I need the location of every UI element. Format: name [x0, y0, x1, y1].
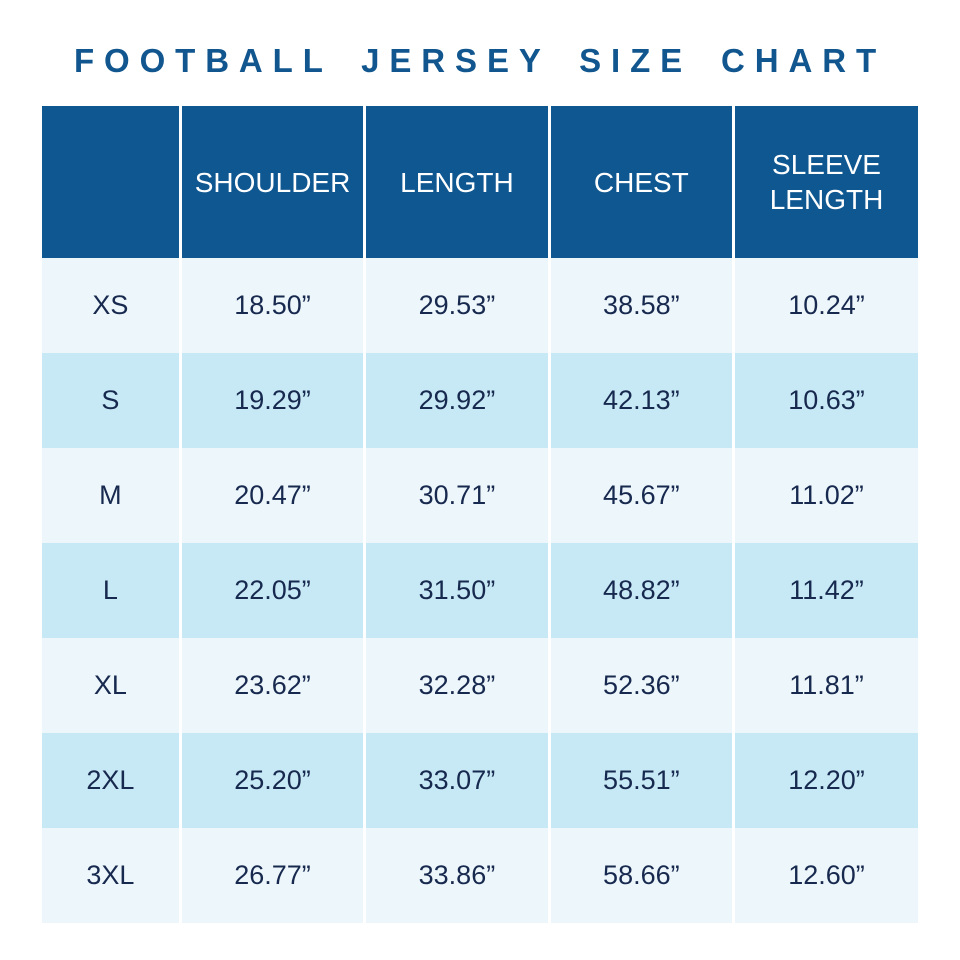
measurement-cell: 30.71” [363, 448, 550, 543]
measurement-cell: 29.92” [363, 353, 550, 448]
table-row: XS 18.50” 29.53” 38.58” 10.24” [42, 258, 918, 353]
measurement-cell: 55.51” [547, 733, 734, 828]
measurement-cell: 33.07” [363, 733, 550, 828]
measurement-cell: 10.63” [732, 353, 918, 448]
measurement-cell: 11.02” [732, 448, 918, 543]
size-label-cell: M [99, 480, 122, 510]
table-row: 3XL 26.77” 33.86” 58.66” 12.60” [42, 828, 918, 923]
col-header-length: LENGTH [363, 106, 550, 258]
measurement-cell: 38.58” [547, 258, 734, 353]
size-label-cell: 3XL [86, 860, 135, 890]
table-row: L 22.05” 31.50” 48.82” 11.42” [42, 543, 918, 638]
measurement-cell: 48.82” [547, 543, 734, 638]
size-table-body: XS 18.50” 29.53” 38.58” 10.24” S 19.29” 29.92” 4… [42, 258, 918, 923]
measurement-cell: 11.42” [732, 543, 918, 638]
table-header: SHOULDER LENGTH CHEST SLEEVE LENGTH [42, 106, 918, 258]
page-title: FOOTBALL JERSEY SIZE CHART [73, 42, 887, 79]
size-label-cell: XS [92, 290, 129, 320]
measurement-cell: 42.13” [547, 353, 734, 448]
measurement-cell: 58.66” [547, 828, 734, 923]
measurement-cell: 23.62” [178, 638, 365, 733]
measurement-cell: 26.77” [178, 828, 365, 923]
measurement-cell: 18.50” [178, 258, 365, 353]
measurement-cell: 29.53” [363, 258, 550, 353]
measurement-cell: 20.47” [178, 448, 365, 543]
measurement-cell: 10.24” [732, 258, 918, 353]
measurement-cell: 12.20” [732, 733, 918, 828]
table-row: S 19.29” 29.92” 42.13” 10.63” [42, 353, 918, 448]
measurement-cell: 33.86” [363, 828, 550, 923]
size-label-cell: S [101, 385, 120, 415]
measurement-cell: 12.60” [732, 828, 918, 923]
col-header-shoulder: SHOULDER [178, 106, 365, 258]
measurement-cell: 25.20” [178, 733, 365, 828]
table-row: 2XL 25.20” 33.07” 55.51” 12.20” [42, 733, 918, 828]
measurement-cell: 19.29” [178, 353, 365, 448]
col-header-size [42, 106, 181, 258]
size-label-cell: XL [93, 670, 127, 700]
col-header-sleeve-length: SLEEVE LENGTH [732, 106, 918, 258]
size-label-cell: L [102, 575, 118, 605]
measurement-cell: 45.67” [547, 448, 734, 543]
table-row: XL 23.62” 32.28” 52.36” 11.81” [42, 638, 918, 733]
measurement-cell: 32.28” [363, 638, 550, 733]
measurement-cell: 31.50” [363, 543, 550, 638]
measurement-cell: 52.36” [547, 638, 734, 733]
size-label-cell: 2XL [86, 765, 135, 795]
col-header-chest: CHEST [547, 106, 734, 258]
measurement-cell: 11.81” [732, 638, 918, 733]
table-row: M 20.47” 30.71” 45.67” 11.02” [42, 448, 918, 543]
size-chart-table: SHOULDER LENGTH CHEST SLEEVE LENGTH XS 18… [42, 106, 918, 923]
measurement-cell: 22.05” [178, 543, 365, 638]
header-row: SHOULDER LENGTH CHEST SLEEVE LENGTH [42, 106, 918, 258]
